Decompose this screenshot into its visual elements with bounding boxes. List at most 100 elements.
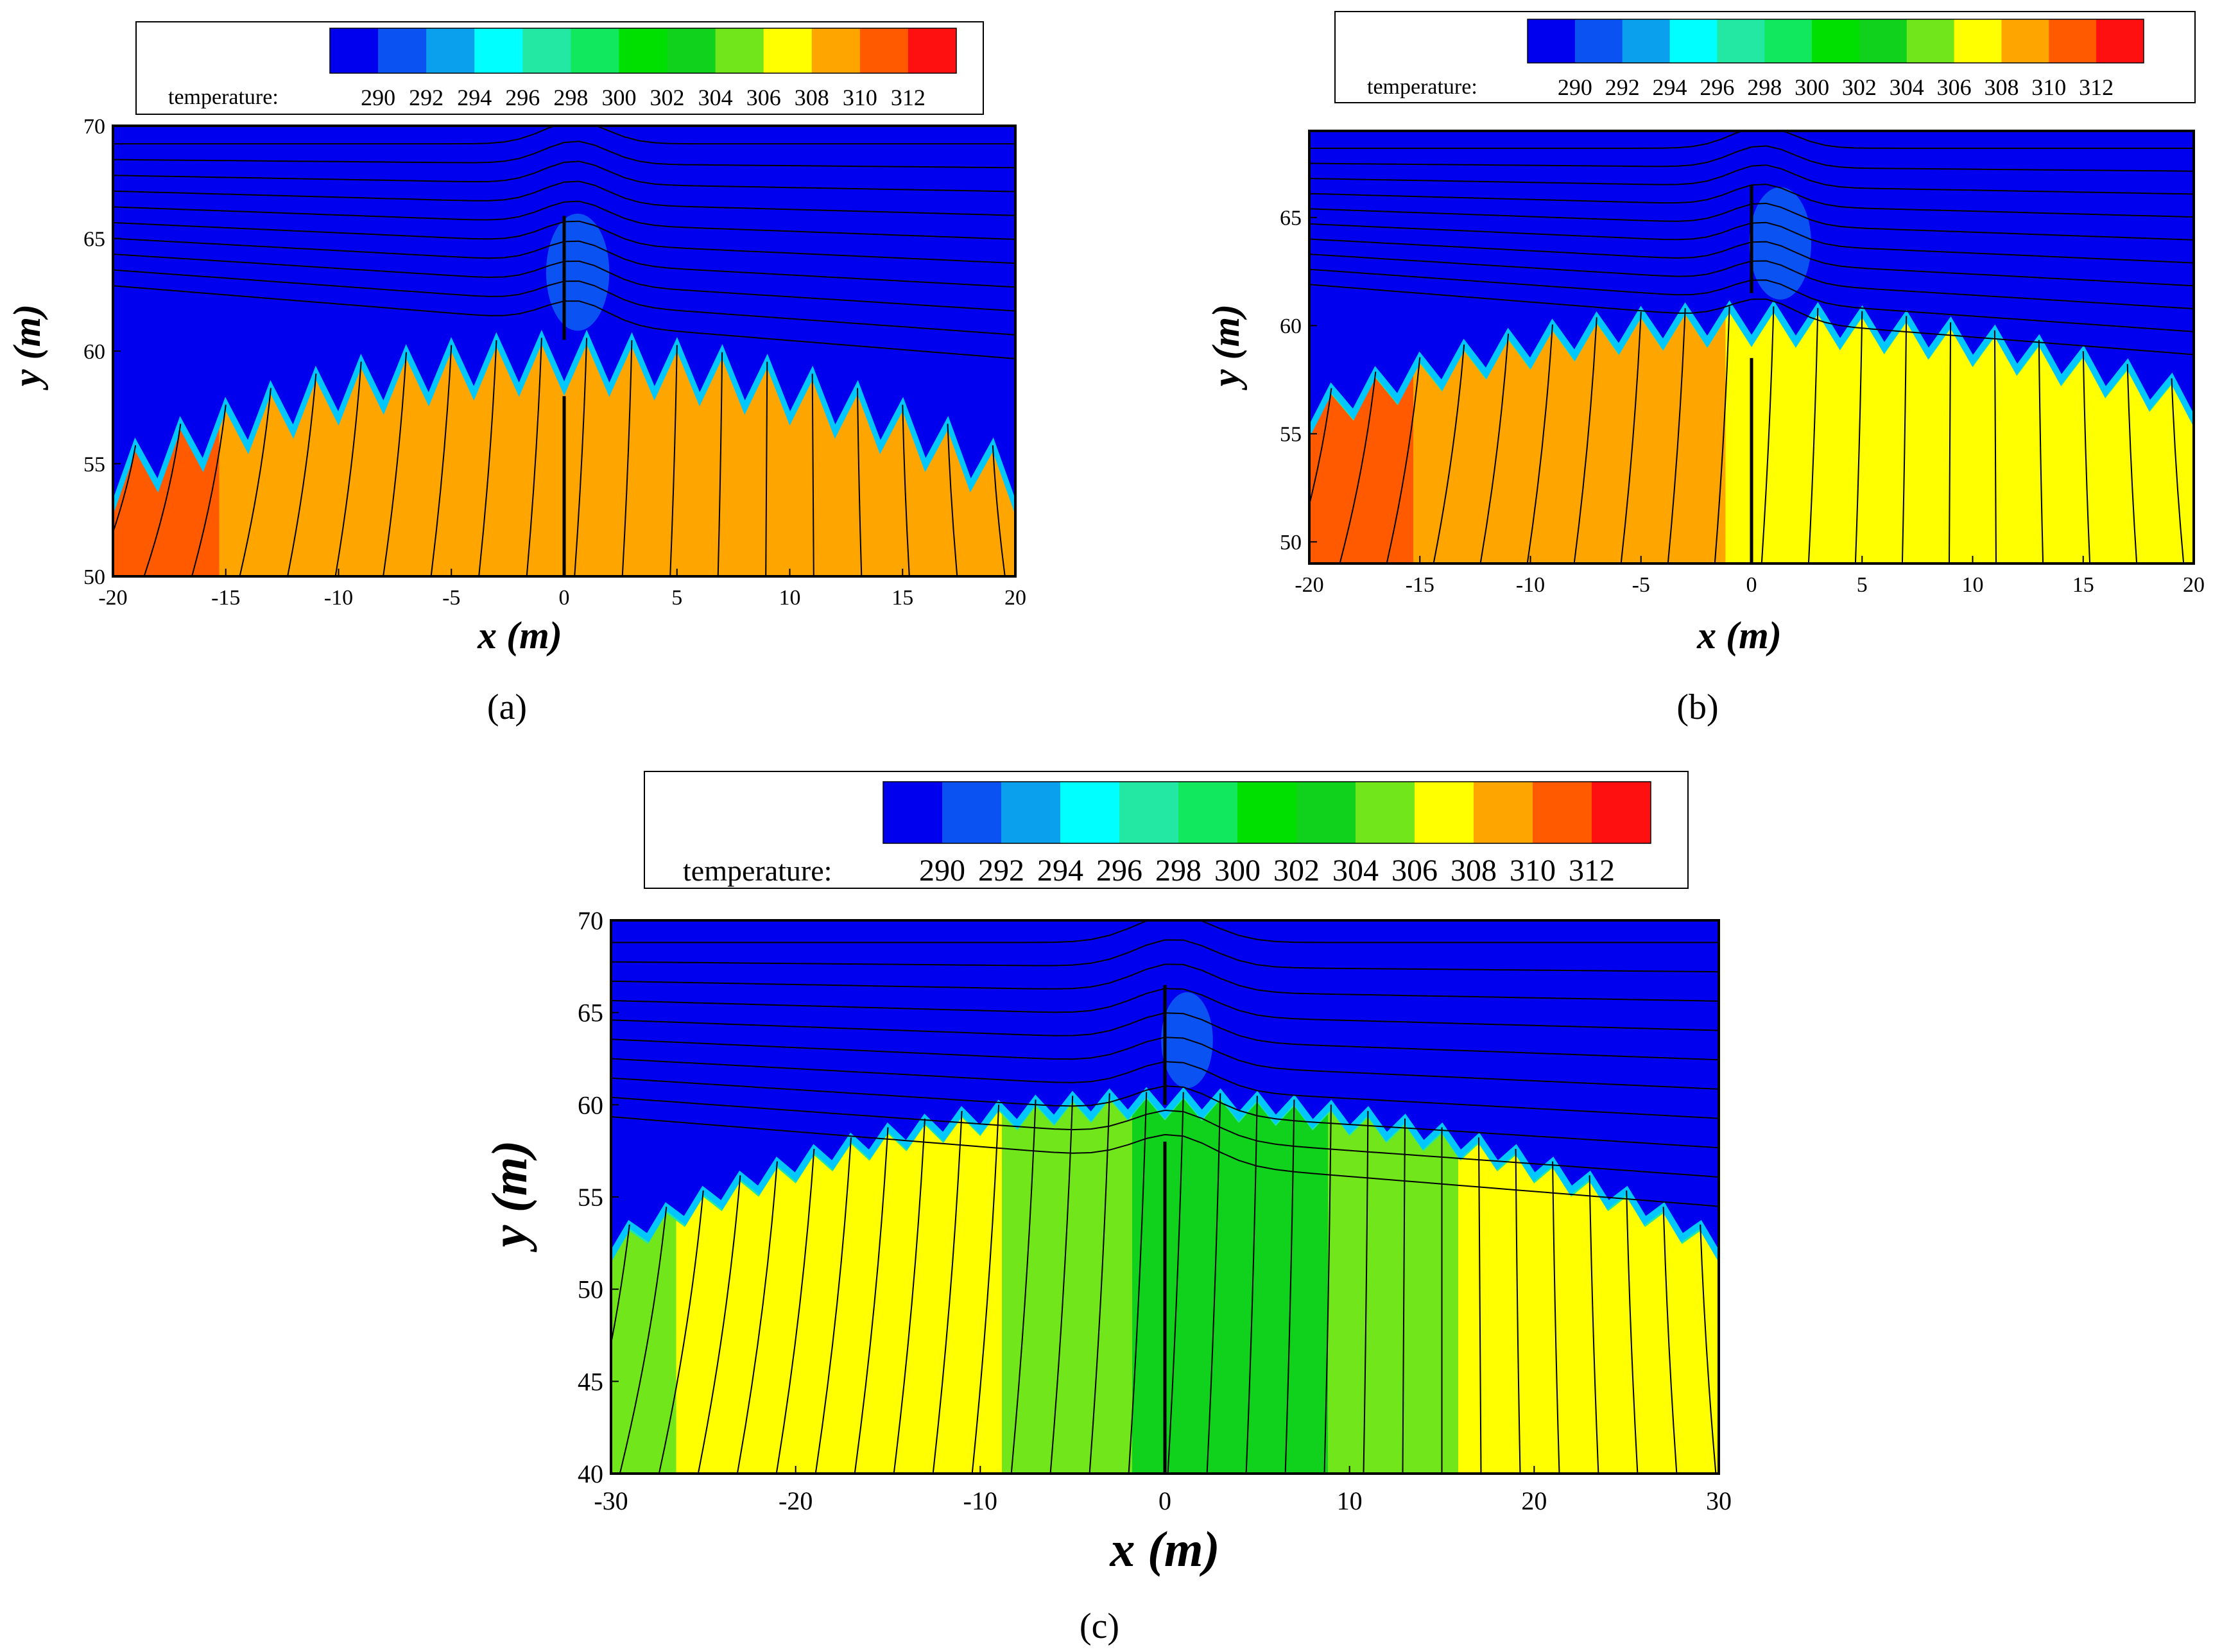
streamline [669,345,678,576]
colorbar-label-b: temperature: [1367,75,1477,99]
streamline [1901,316,1907,564]
y-tick-label: 50 [578,1275,603,1304]
colorbar-swatch [763,28,813,73]
colorbar-tick-label: 296 [505,85,540,110]
streamline [113,141,1015,169]
streamline [1089,1093,1110,1474]
streamline [1049,1096,1074,1474]
streamline [1626,1190,1639,1474]
y-tick-label: 65 [83,227,105,251]
streamline [1667,308,1686,564]
streamline [811,374,814,576]
colorbar-tick-label: 312 [1569,854,1615,888]
colorbar-tick-label: 292 [978,854,1024,888]
y-axis-label-b: y (m) [1205,304,1247,390]
colorbar-swatch [330,28,379,73]
streamline [1402,1118,1406,1474]
colorbar-swatch [1119,782,1179,843]
x-ticks: -30 -20 -10 0 10 20 30 [594,1466,1732,1515]
colorbar-tick-label: 312 [891,85,926,110]
colorbar-tick-label: 310 [1510,854,1556,888]
colorbar-swatch [1296,782,1356,843]
colorbar-tick-label: 292 [409,85,443,110]
colorbar-swatch [1954,19,2002,63]
streamline [1620,311,1642,564]
x-tick-label: -30 [594,1486,628,1515]
x-axis-label-a: x (m) [477,614,562,657]
colorbar-swatch [1622,19,1671,63]
x-tick-label: 0 [1158,1486,1171,1515]
colorbar-swatch [571,28,619,73]
colorbar-label-a: temperature: [168,85,279,109]
streamline [854,1127,889,1474]
colorbar-ticks-a: 290 292 294 296 298 300 302 304 306 308 310 312 [361,85,926,110]
colorbar-tick-label: 300 [1795,74,1829,100]
streamline [902,404,910,576]
streamline [2038,340,2044,564]
streamline [1309,388,1332,508]
streamline [947,424,958,576]
colorbar-swatch [522,28,571,73]
colorbar-tick-label: 308 [1984,74,2019,100]
y-ticks: 40 45 50 55 60 65 70 [578,906,619,1488]
colorbar-tick-label: 298 [1747,74,1782,100]
streamline [1854,311,1863,564]
y-tick-label: 60 [83,340,105,364]
colorbar-swatch [2096,19,2144,63]
colorbar-swatch [1764,19,1813,63]
y-tick-label: 60 [578,1090,603,1119]
streamline [1010,1099,1037,1474]
streamline [611,920,1719,943]
streamlines [113,126,1015,576]
streamline [1339,372,1377,564]
colorbar-swatch [811,28,861,73]
colorbar-tick-label: 300 [1214,854,1261,888]
streamline [814,1137,852,1474]
plot-area-c: -30 -20 -10 0 10 20 30 40 45 50 55 60 65 70 [578,906,1732,1515]
x-tick-label: 15 [2072,573,2094,597]
streamline [621,340,633,576]
colorbar-swatch [1237,782,1297,843]
streamline [1993,330,1997,564]
colorbar-swatch [1001,782,1061,843]
streamline [383,352,407,576]
wake-zone [546,213,610,331]
streamline [1552,1161,1560,1474]
colorbar-swatch [2049,19,2097,63]
streamline [1515,1148,1521,1474]
colorbar-tick-label: 290 [919,854,965,888]
streamline [658,1190,704,1474]
colorbar-tick-label: 294 [457,85,492,110]
streamline [1309,131,2194,149]
streamline [113,180,1015,216]
colorbar-swatch [908,28,957,73]
streamline [1323,1105,1332,1474]
plot-area-a: -20 -15 -10 -5 0 5 10 15 20 50 55 60 65 70 [83,115,1026,610]
colorbar-swatch [474,28,523,73]
caption-b: (b) [1676,687,1718,727]
streamline [2171,378,2185,564]
streamline [1700,1224,1717,1474]
x-axis-label-c: x (m) [1109,1521,1219,1577]
streamline [775,1148,815,1474]
x-tick-label: 10 [1962,573,1984,597]
streamline [113,126,1015,145]
streamline [2126,364,2138,564]
y-axis-label-c: y (m) [481,1140,537,1253]
streamline [857,388,863,576]
x-tick-label: 30 [1706,1486,1732,1515]
streamline [717,352,723,576]
streamline [611,1096,1719,1178]
colorbar-tick-label: 294 [1037,854,1083,888]
colorbar-swatch [1669,19,1718,63]
colorbar-box-c: temperature: 290 292 294 296 298 300 302 304 306… [644,771,1689,889]
streamline [1589,1175,1599,1474]
x-tick-label: -10 [963,1486,997,1515]
streamline [971,1105,1000,1474]
streamline [1573,317,1597,564]
plot-content [1309,131,2194,564]
colorbar-swatch [859,28,909,73]
colorbar-tick-label: 306 [1937,74,1972,100]
streamline [611,1224,630,1347]
streamline [932,1110,963,1474]
